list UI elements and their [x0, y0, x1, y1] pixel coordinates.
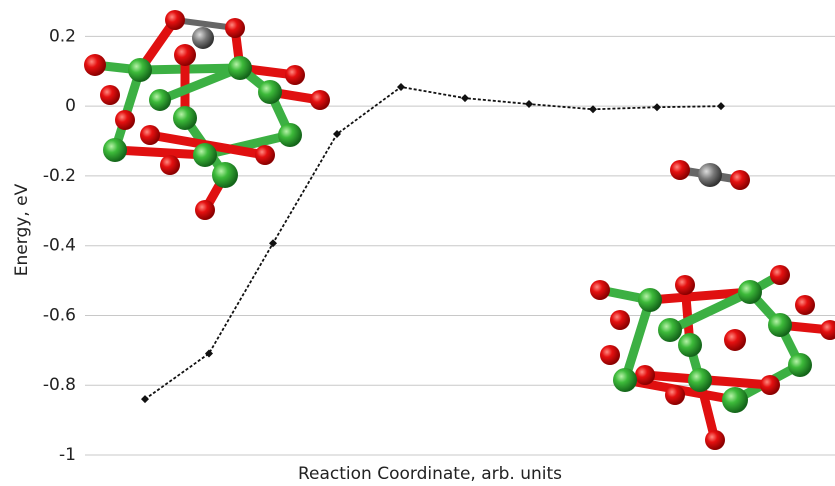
line: [144, 86, 722, 400]
y-tick-label: -0.8: [43, 375, 76, 395]
point: [525, 100, 533, 109]
y-tick-label: -0.6: [43, 305, 76, 325]
point: [653, 103, 661, 112]
point: [589, 105, 597, 114]
point: [717, 102, 725, 111]
y-tick-label: -0.4: [43, 236, 76, 256]
grid: [85, 35, 835, 456]
x-axis-label: Reaction Coordinate, arb. units: [298, 464, 562, 484]
y-tick-label: -0.2: [43, 166, 76, 186]
plot: [141, 82, 725, 404]
point: [461, 94, 469, 103]
y-tick-label: 0: [65, 96, 76, 116]
point: [269, 239, 277, 248]
point: [141, 395, 149, 404]
co2-molecule: [670, 160, 750, 190]
point: [397, 82, 405, 91]
point: [333, 130, 341, 139]
y-axis-label: Energy, eV: [12, 183, 32, 276]
y-tick-label: 0.2: [49, 26, 76, 46]
point: [205, 349, 213, 358]
cluster-left: [84, 10, 330, 220]
cluster-right: [590, 265, 835, 450]
y-tick-label: -1: [59, 445, 76, 465]
